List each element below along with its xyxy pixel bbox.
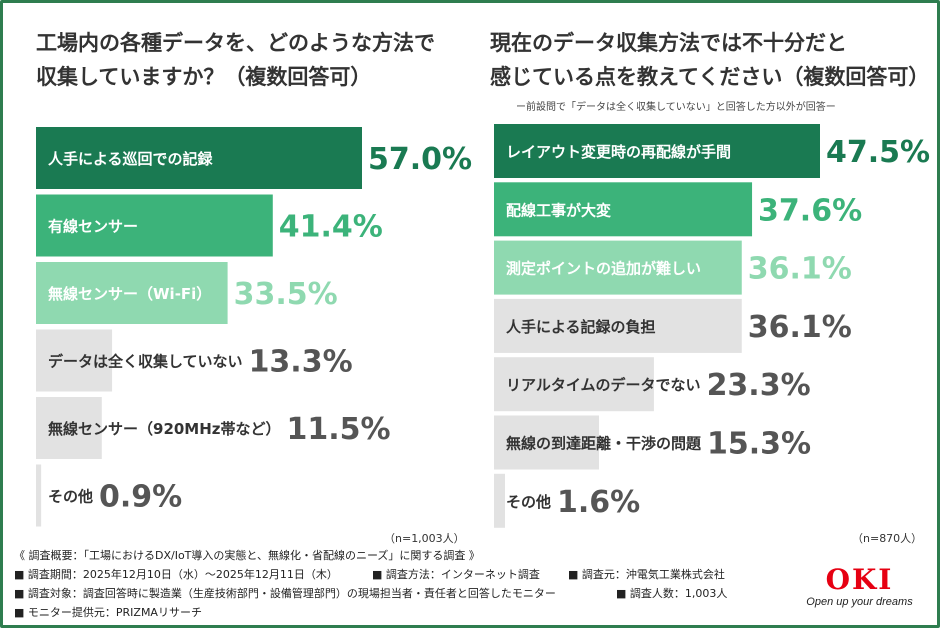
bar-category-label: 有線センサー <box>48 218 138 236</box>
left-title-line-2: 収集していますか？（複数回答可） <box>36 65 372 89</box>
right-title-line-2: 感じている点を教えてください（複数回答可） <box>490 65 930 89</box>
survey-heading: 《 調査概要：「工場におけるDX/IoT導入の実態と、無線化・省配線のニーズ」に… <box>14 549 480 562</box>
survey-overview: 《 調査概要：「工場におけるDX/IoT導入の実態と、無線化・省配線のニーズ」に… <box>14 546 774 622</box>
bar-value-label: 13.3% <box>249 345 353 380</box>
bar-value-label: 23.3% <box>707 368 811 403</box>
left-question-title: 工場内の各種データを、どのような方法で 収集していますか？（複数回答可） <box>36 26 435 94</box>
left-title-line-1: 工場内の各種データを、どのような方法で <box>36 31 435 55</box>
bar-3 <box>36 262 228 324</box>
bar-category-label: 配線工事が大変 <box>506 201 611 219</box>
right-sample-size: （n=870人） <box>852 532 923 545</box>
survey-organizer: ■ 調査元：沖電気工業株式会社 <box>568 568 725 581</box>
bar-category-label: その他 <box>48 488 93 506</box>
survey-period: ■ 調査期間：2025年12月10日（水）〜2025年12月11日（木） <box>14 568 338 581</box>
bar-1 <box>36 127 362 189</box>
bar-7 <box>494 473 505 528</box>
bar-value-label: 47.5% <box>826 135 930 170</box>
bar-category-label: 無線の到達距離・干渉の問題 <box>506 435 702 453</box>
bar-4 <box>36 329 113 392</box>
bar-category-label: 人手による巡回での記録 <box>48 150 214 168</box>
bar-category-label: 人手による記録の負担 <box>506 318 656 336</box>
bar-value-label: 37.6% <box>758 193 862 228</box>
survey-provider: ■ モニター提供元：PRIZMAリサーチ <box>14 606 202 619</box>
right-question-title: 現在のデータ収集方法では不十分だと 感じている点を教えてください（複数回答可） <box>490 26 929 94</box>
bar-5 <box>36 397 102 459</box>
bar-value-label: 15.3% <box>707 427 811 462</box>
bar-value-label: 11.5% <box>287 412 391 447</box>
bar-value-label: 41.4% <box>279 210 383 245</box>
bar-category-label: 無線センサー（Wi-Fi） <box>48 285 211 303</box>
bar-2 <box>494 182 753 237</box>
bar-5 <box>494 357 654 412</box>
bar-2 <box>36 194 273 257</box>
bar-3 <box>494 240 742 295</box>
bar-value-label: 0.9% <box>99 480 182 515</box>
survey-method: ■ 調査方法：インターネット調査 <box>372 568 540 581</box>
right-question-note: ー前設問で「データは全く収集していない」と回答した方以外が回答ー <box>516 102 836 113</box>
bar-6 <box>494 415 600 470</box>
left-sample-size: （n=1,003人） <box>384 532 465 545</box>
oki-logo-tagline: Open up your dreams <box>806 596 913 608</box>
bar-value-label: 1.6% <box>557 485 640 520</box>
right-title-line-1: 現在のデータ収集方法では不十分だと <box>490 31 847 55</box>
bar-category-label: データは全く収集していない <box>48 353 243 371</box>
bar-category-label: その他 <box>506 493 551 511</box>
bar-6 <box>36 464 42 527</box>
bar-category-label: レイアウト変更時の再配線が手間 <box>506 143 731 161</box>
bar-4 <box>494 298 742 353</box>
bar-category-label: 無線センサー（920MHz帯など） <box>48 420 281 438</box>
bar-value-label: 33.5% <box>234 277 338 312</box>
bar-value-label: 36.1% <box>748 310 852 345</box>
bar-value-label: 36.1% <box>748 252 852 287</box>
survey-count: ■ 調査人数：1,003人 <box>616 587 728 600</box>
bar-category-label: 測定ポイントの追加が難しい <box>506 260 701 278</box>
right-bar-chart: レイアウト変更時の再配線が手間 47.5% 配線工事が大変 37.6% 測定ポイントの追… <box>494 124 930 528</box>
bar-category-label: リアルタイムのデータでない <box>506 376 701 394</box>
bar-1 <box>494 124 820 178</box>
survey-target: ■ 調査対象：調査回答時に製造業（生産技術部門・設備管理部門）の現場担当者・責任… <box>14 587 556 600</box>
left-bar-chart: 人手による巡回での記録 57.0% 有線センサー 41.4% 無線センサー（Wi-Fi）… <box>36 127 472 527</box>
bar-value-label: 57.0% <box>368 142 472 177</box>
oki-logo: OKI Open up your dreams <box>792 563 927 609</box>
oki-logo-mark: OKI <box>825 563 894 596</box>
